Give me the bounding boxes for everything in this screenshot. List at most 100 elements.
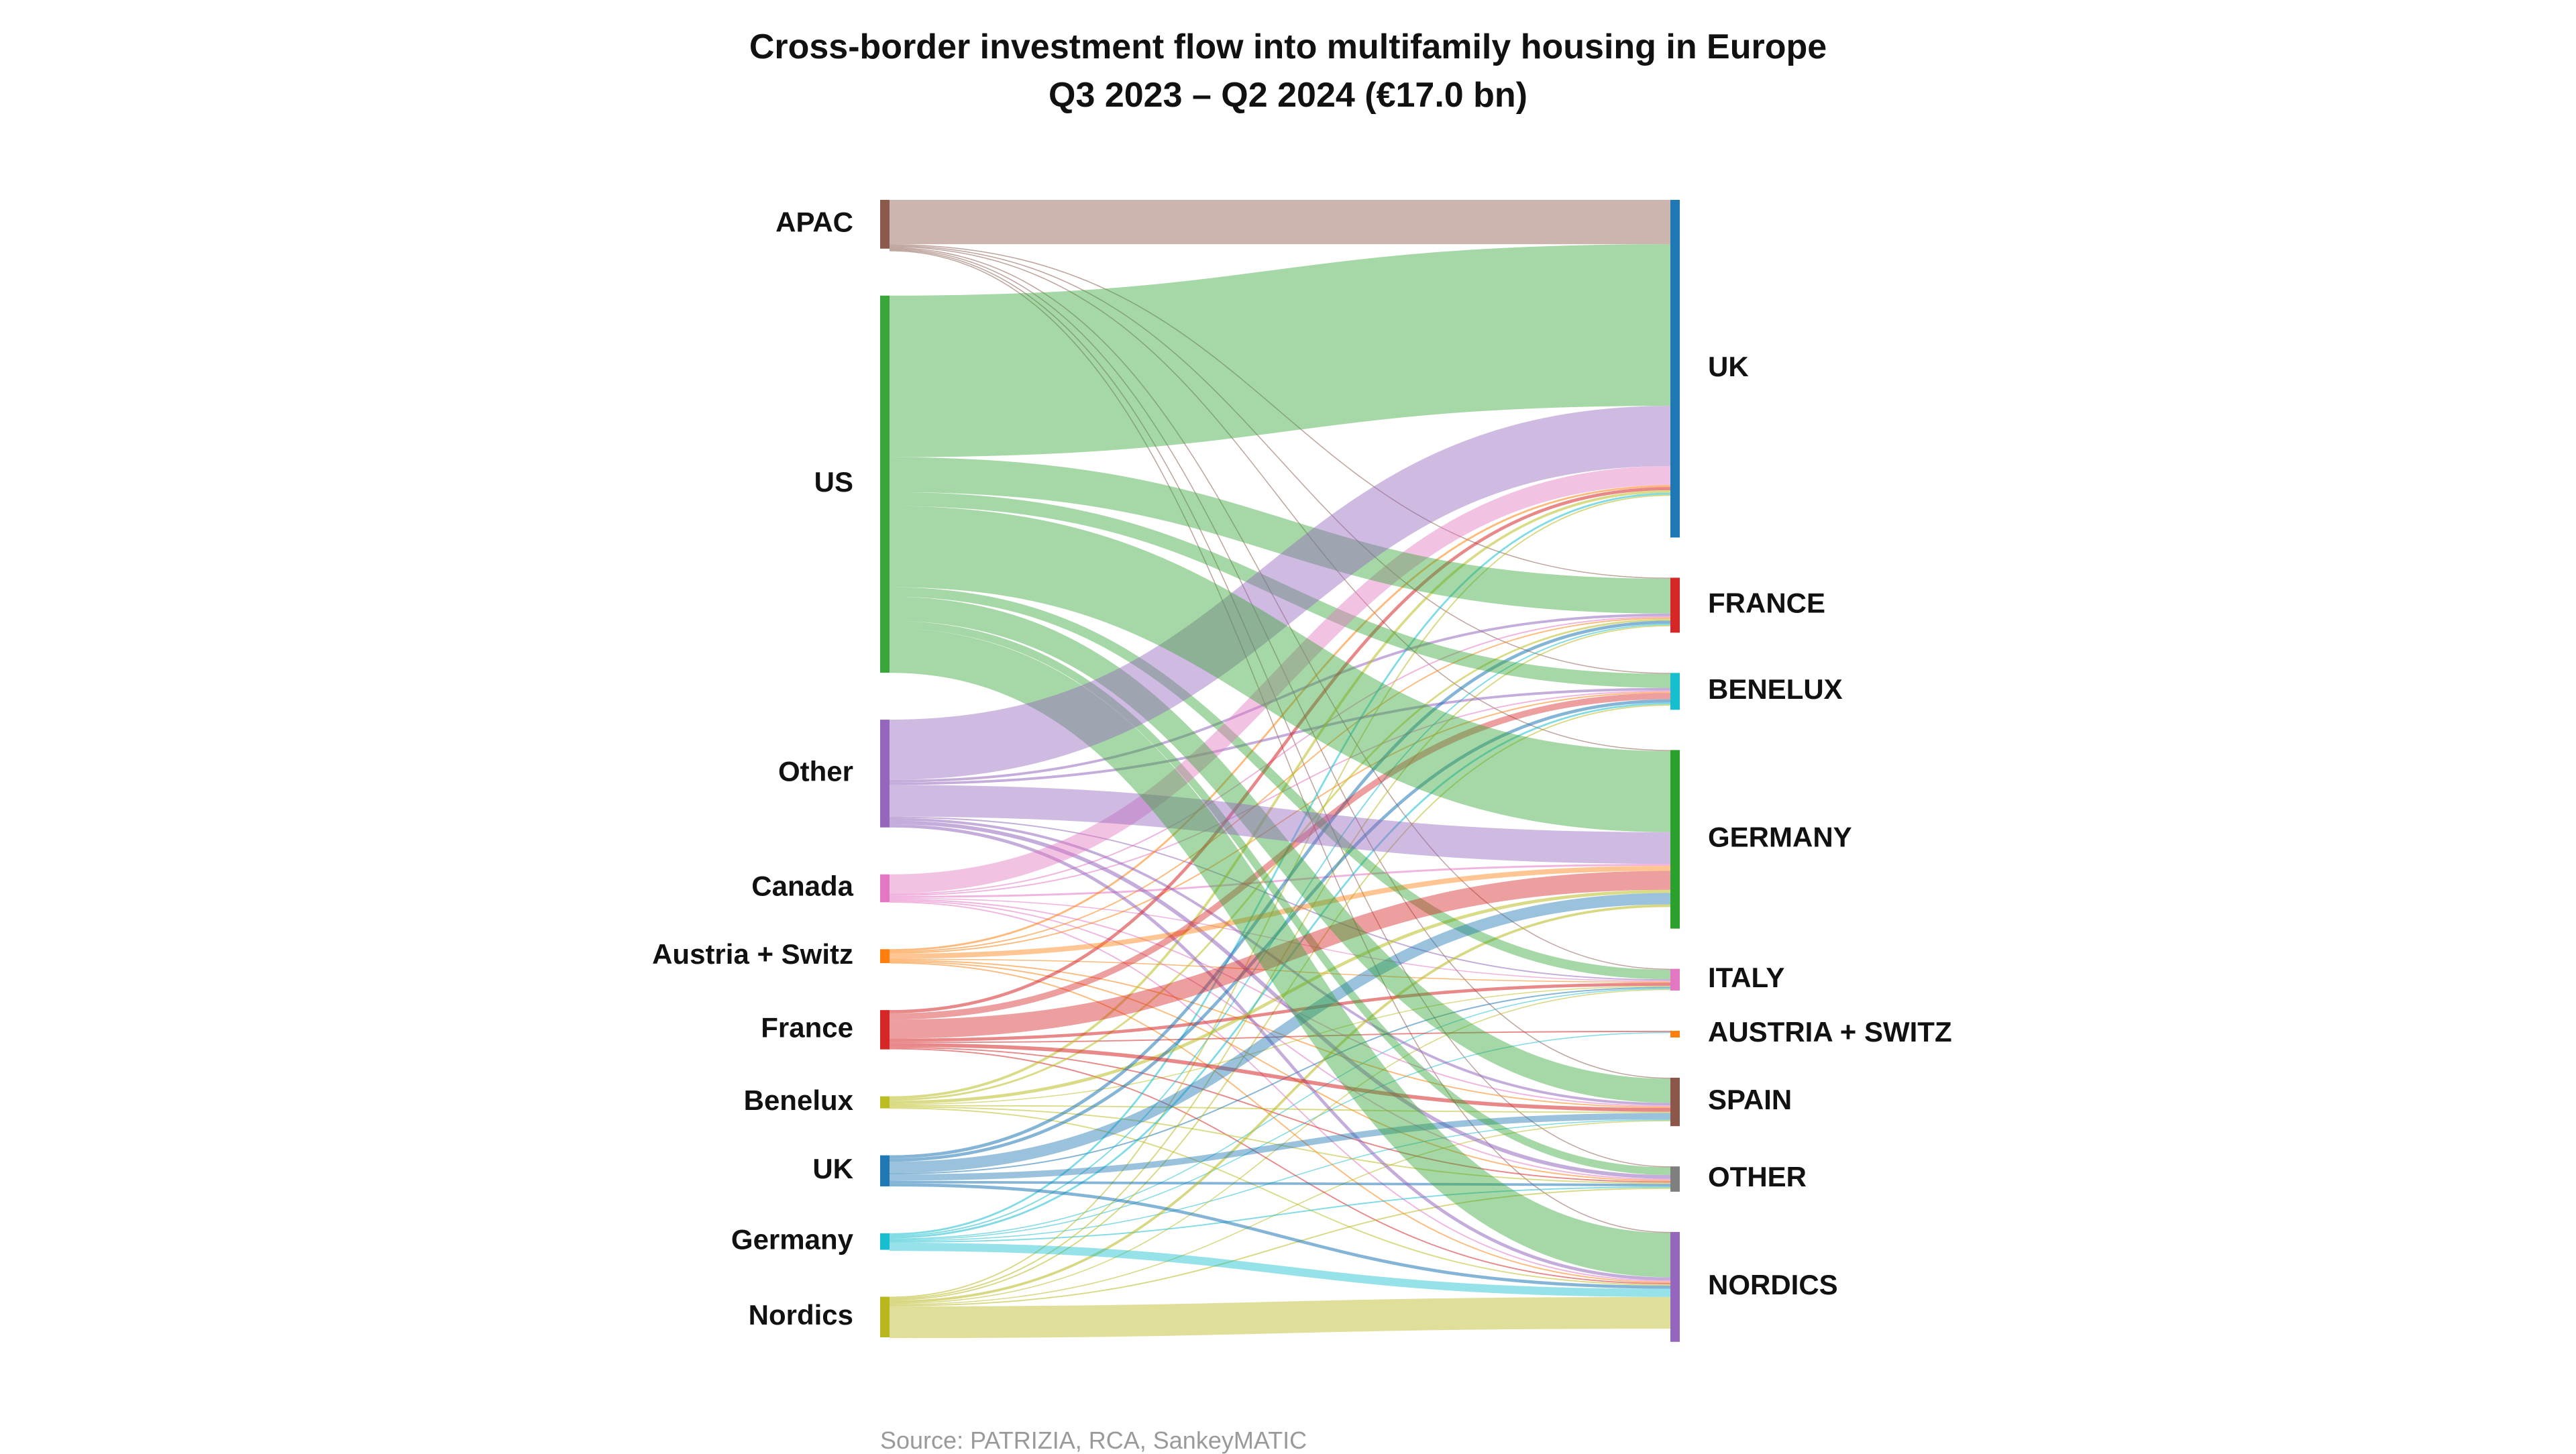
flow-apac-to-germany [889, 246, 1671, 751]
flow-france-to-benelux [889, 693, 1671, 1020]
flow-us-to-nordics [889, 628, 1671, 1278]
flow-other-to-benelux [889, 687, 1671, 785]
target-node-germany [1670, 750, 1680, 929]
flow-canada-to-germany [889, 864, 1671, 898]
flow-benelux-to-germany [889, 889, 1671, 1105]
flow-nordics-to-italy [889, 989, 1671, 1304]
chart-title-line: Cross-border investment flow into multif… [749, 27, 1827, 66]
flow-other-to-france [889, 613, 1671, 783]
flow-apac-to-benelux [889, 245, 1671, 674]
chart-title: Cross-border investment flow into multif… [0, 23, 2576, 119]
target-label-spain: SPAIN [1708, 1084, 1792, 1115]
flow-france-to-spain [889, 1043, 1671, 1112]
flow-germany-to-uk [889, 492, 1671, 1235]
flow-benelux-to-italy [889, 985, 1671, 1105]
flow-us-to-germany [889, 506, 1671, 832]
flow-uk-to-spain [889, 1113, 1671, 1181]
flow-austria-switz-to-uk [889, 485, 1671, 952]
flow-apac-to-spain [889, 248, 1671, 1079]
source-label-germany: Germany [731, 1223, 854, 1255]
flow-benelux-to-spain [889, 1105, 1671, 1113]
flow-other-to-germany [889, 785, 1671, 864]
flow-nordics-to-other [889, 1187, 1671, 1306]
source-note: Source: PATRIZIA, RCA, SankeyMATIC [880, 1427, 1307, 1454]
flow-austria-switz-to-spain [889, 959, 1671, 1108]
flow-apac-to-nordics [889, 250, 1671, 1233]
flow-france-to-austria-switz [889, 1030, 1671, 1044]
flow-france-to-uk [889, 487, 1671, 1013]
flow-apac-to-france [889, 244, 1671, 579]
source-label-us: US [814, 466, 853, 498]
target-node-benelux [1670, 673, 1680, 710]
source-node-austria-switz [880, 949, 890, 964]
flow-us-to-other [889, 620, 1671, 1176]
flow-nordics-to-benelux [889, 704, 1671, 1301]
target-label-nordics: NORDICS [1708, 1269, 1838, 1300]
flow-canada-to-france [889, 616, 1671, 895]
source-label-other: Other [778, 755, 853, 787]
flow-austria-switz-to-benelux [889, 691, 1671, 954]
flow-germany-to-other [889, 1186, 1671, 1243]
target-label-uk: UK [1708, 351, 1749, 382]
flow-other-to-uk [889, 406, 1671, 780]
node-labels: APAC US Other Canada Austria + Switz France Be… [652, 206, 1952, 1330]
source-node-benelux [880, 1096, 890, 1109]
flow-nodes [880, 200, 1680, 1342]
source-node-uk [880, 1155, 890, 1186]
flow-us-to-benelux [889, 492, 1671, 688]
source-node-apac [880, 200, 890, 249]
target-node-spain [1670, 1077, 1680, 1127]
flow-us-to-uk [889, 244, 1671, 457]
target-node-uk [1670, 200, 1680, 538]
source-label-benelux: Benelux [744, 1084, 854, 1116]
target-label-austria-switz: AUSTRIA + SWITZ [1708, 1016, 1952, 1048]
flow-other-to-other [889, 820, 1671, 1179]
flow-us-to-spain [889, 596, 1671, 1103]
flow-austria-switz-to-germany [889, 865, 1671, 959]
source-node-other [880, 720, 890, 828]
flow-austria-switz-to-nordics [889, 962, 1671, 1284]
flow-canada-to-other [889, 900, 1671, 1180]
source-node-germany [880, 1233, 890, 1250]
source-label-nordics: Nordics [749, 1299, 853, 1331]
flow-us-to-france [889, 457, 1671, 614]
flow-germany-to-spain [889, 1119, 1671, 1242]
source-node-nordics [880, 1296, 890, 1337]
flow-nordics-to-germany [889, 904, 1671, 1303]
flow-uk-to-benelux [889, 699, 1671, 1162]
flow-germany-to-benelux [889, 702, 1671, 1239]
source-label-austria-switz: Austria + Switz [652, 938, 853, 970]
flow-apac-to-other [889, 249, 1671, 1168]
target-label-france: FRANCE [1708, 587, 1825, 618]
flow-canada-to-uk [889, 465, 1671, 894]
flow-other-to-nordics [889, 824, 1671, 1281]
target-label-italy: ITALY [1708, 962, 1784, 993]
flow-austria-switz-to-other [889, 960, 1671, 1182]
flow-france-to-italy [889, 983, 1671, 1042]
flow-uk-to-other [889, 1180, 1671, 1187]
target-label-other: OTHER [1708, 1161, 1807, 1192]
source-label-uk: UK [812, 1153, 853, 1184]
target-node-other [1670, 1166, 1680, 1192]
flow-uk-to-nordics [889, 1183, 1671, 1289]
flow-nordics-to-uk [889, 494, 1671, 1298]
target-node-austria-switz [1670, 1030, 1680, 1038]
flow-nordics-to-nordics [889, 1296, 1671, 1339]
target-node-nordics [1670, 1231, 1680, 1342]
flow-canada-to-nordics [889, 901, 1671, 1282]
flow-uk-to-france [889, 620, 1671, 1159]
flow-other-to-italy [889, 816, 1671, 981]
chart-subtitle: Q3 2023 – Q2 2024 (€17.0 bn) [1049, 76, 1527, 115]
flow-us-to-italy [889, 587, 1671, 980]
flow-france-to-germany [889, 871, 1671, 1039]
flow-uk-to-germany [889, 893, 1671, 1174]
flow-germany-to-nordics [889, 1242, 1671, 1297]
flow-nordics-to-spain [889, 1120, 1671, 1305]
source-node-france [880, 1010, 890, 1050]
flow-benelux-to-uk [889, 490, 1671, 1099]
source-label-canada: Canada [751, 871, 853, 902]
source-node-canada [880, 874, 890, 903]
target-label-benelux: BENELUX [1708, 673, 1843, 705]
flow-canada-to-italy [889, 897, 1671, 982]
